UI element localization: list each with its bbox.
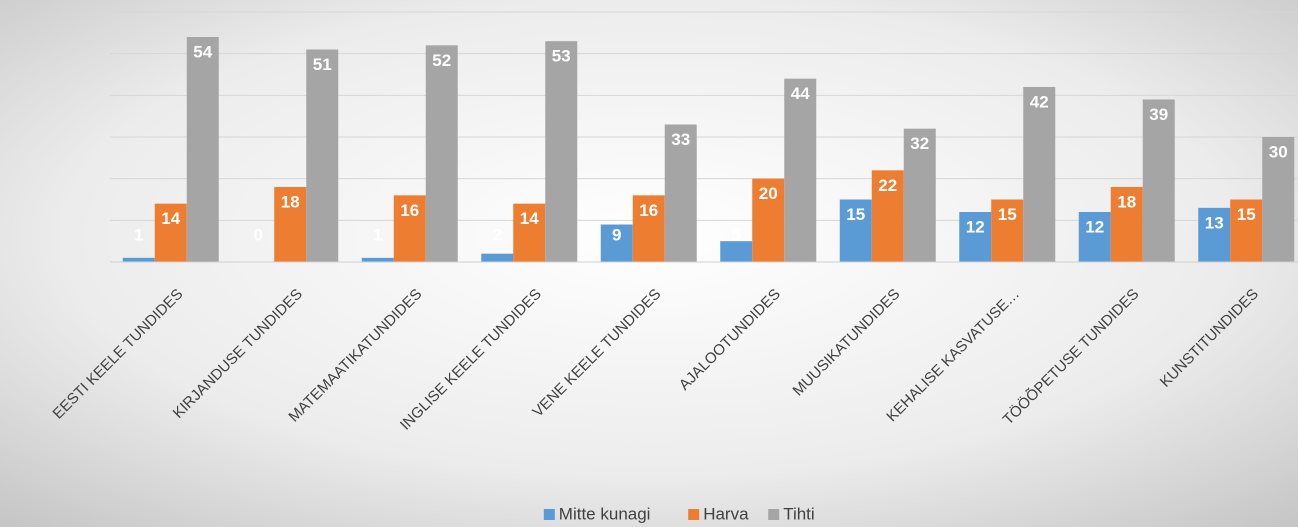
data-label: 16 (400, 201, 419, 220)
legend-label: Tihti (783, 504, 815, 523)
data-label: 42 (1030, 92, 1049, 111)
data-label: 32 (910, 134, 929, 153)
data-label: 1 (373, 225, 382, 244)
bar (545, 41, 578, 262)
bar (991, 199, 1024, 262)
data-label: 52 (432, 51, 451, 70)
data-label: 14 (520, 209, 539, 228)
bar (752, 178, 785, 262)
legend-swatch (543, 509, 555, 520)
data-label: 12 (966, 217, 985, 236)
bar (903, 128, 936, 262)
data-label: 53 (552, 47, 571, 66)
bar (1078, 212, 1111, 262)
data-label: 20 (759, 184, 778, 203)
bar (1262, 137, 1295, 262)
data-label: 22 (878, 176, 897, 195)
bar (959, 212, 992, 262)
legend-swatch (768, 509, 780, 520)
data-label: 5 (732, 225, 741, 244)
bar (186, 37, 219, 262)
bar (784, 78, 817, 263)
data-label: 15 (998, 205, 1017, 224)
legend-swatch (688, 509, 700, 520)
bar (393, 195, 426, 262)
data-label: 13 (1205, 213, 1224, 232)
data-label: 15 (846, 205, 865, 224)
data-label: 54 (193, 42, 212, 61)
bar (1023, 87, 1056, 262)
bar (871, 170, 904, 262)
legend-label: Mitte kunagi (559, 504, 651, 523)
legend-label: Harva (703, 504, 749, 523)
data-label: 51 (313, 55, 332, 74)
data-label: 18 (281, 192, 300, 211)
bar (306, 49, 339, 262)
data-label: 33 (671, 130, 690, 149)
bar (720, 241, 753, 262)
bar (839, 199, 872, 262)
bar (1110, 187, 1143, 262)
bar (274, 187, 307, 262)
bar (513, 203, 546, 262)
data-label: 30 (1269, 142, 1288, 161)
data-label: 39 (1149, 105, 1168, 124)
bar (481, 253, 514, 262)
bar (1230, 199, 1263, 262)
data-label: 2 (493, 225, 502, 244)
data-label: 0 (254, 225, 263, 244)
data-label: 14 (161, 209, 180, 228)
data-label: 44 (791, 84, 810, 103)
bar (600, 224, 633, 262)
bar (664, 124, 697, 262)
data-label: 15 (1237, 205, 1256, 224)
bar (122, 257, 155, 262)
data-label: 18 (1117, 192, 1136, 211)
data-label: 1 (134, 225, 143, 244)
bar (1198, 207, 1231, 262)
data-label: 9 (612, 225, 621, 244)
data-label: 16 (639, 201, 658, 220)
bar (425, 45, 458, 263)
data-label: 12 (1085, 217, 1104, 236)
bar (154, 203, 187, 262)
bar (361, 257, 394, 262)
bar (1142, 99, 1175, 262)
bar (632, 195, 665, 262)
